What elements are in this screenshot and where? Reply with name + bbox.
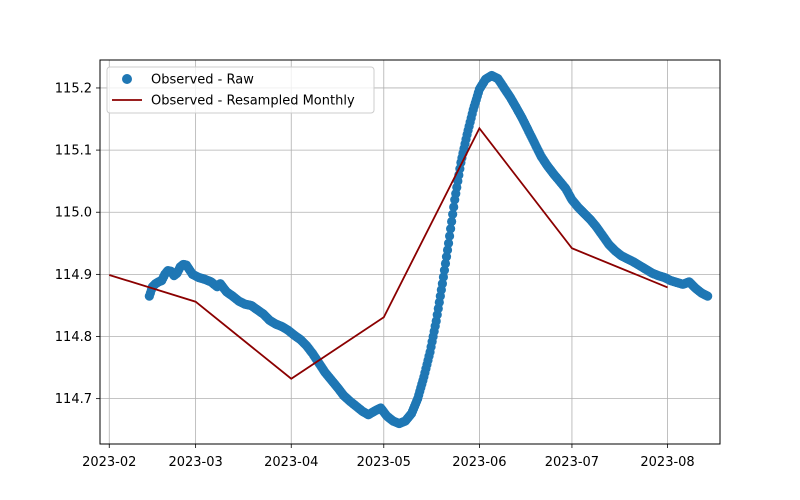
raw-point (448, 209, 458, 219)
legend-box (106, 66, 375, 114)
axis-ticks: 2023-02 2023-03 2023-04 2023-05 2023-06 2023-… (55, 81, 695, 470)
raw-point (449, 202, 459, 212)
raw-point (442, 245, 453, 255)
raw-point (439, 265, 450, 275)
legend: Observed - Raw Observed - Resampled Mont… (106, 66, 375, 114)
y-tick-label: 115.1 (55, 144, 92, 159)
y-tick-label: 114.9 (55, 268, 92, 283)
raw-point (447, 216, 457, 227)
raw-point (446, 224, 456, 234)
x-tick-label: 2023-03 (168, 455, 222, 470)
plot-background (100, 60, 720, 444)
x-tick-label: 2023-06 (452, 455, 506, 470)
raw-point (443, 238, 454, 248)
y-tick-label: 115.0 (55, 206, 92, 221)
y-tick-label: 114.7 (55, 392, 92, 407)
x-tick-label: 2023-05 (357, 455, 411, 470)
y-tick-label: 114.8 (55, 330, 92, 345)
legend-marker-raw (122, 74, 132, 84)
raw-point (438, 272, 449, 282)
raw-point (440, 258, 451, 269)
raw-point (437, 279, 447, 289)
raw-point (444, 231, 455, 241)
x-tick-label: 2023-02 (82, 455, 136, 470)
raw-point (441, 252, 452, 262)
series-observed-raw (144, 70, 713, 429)
x-tick-label: 2023-04 (264, 455, 318, 470)
resampled-line (108, 126, 668, 380)
legend-label-resampled: Observed - Resampled Monthly (151, 94, 355, 109)
grid (100, 60, 720, 444)
plot-frame (99, 59, 721, 445)
series-observed-resampled (108, 126, 668, 380)
x-tick-label: 2023-08 (640, 455, 694, 470)
legend-label-raw: Observed - Raw (151, 73, 254, 88)
raw-point (703, 291, 713, 301)
y-tick-label: 115.2 (55, 81, 92, 96)
x-tick-label: 2023-07 (545, 455, 599, 470)
